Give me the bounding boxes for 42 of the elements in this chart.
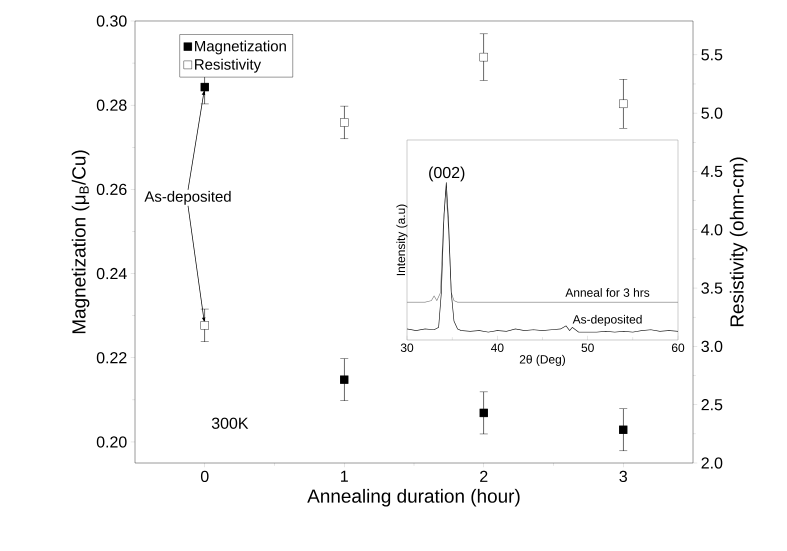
legend-label: Resistivity [195,58,262,73]
y2-tick-label: 2.5 [702,399,722,410]
legend-label: Magnetization [195,40,286,54]
point [619,100,628,108]
x-tick-label: 40 [490,344,504,352]
y2-tick-label: 4.0 [701,224,722,236]
point [340,118,348,127]
x-tick-label: 50 [582,344,594,352]
y2-tick-label: 5.5 [701,49,722,60]
y-tick-label: 0.30 [96,15,127,27]
x-tick-label: 60 [672,344,684,352]
y-axis-title: Intensity (a.u) [396,204,408,276]
x-axis-title: Annealing duration (hour) [307,488,520,507]
y-tick-label: 0.22 [96,352,126,364]
point [200,82,209,92]
point [340,375,348,384]
series-label: Anneal for 3 hrs [565,288,650,297]
x-tick-label: 2 [480,470,488,482]
point [619,426,628,434]
y-tick-label: 0.26 [96,184,127,196]
y2-tick-label: 3.0 [701,340,722,352]
y-tick-label: 0.28 [96,100,127,111]
y-tick-label: 0.20 [96,436,127,448]
y-tick-label: 0.24 [96,268,127,280]
x-axis-title: 2θ (Deg) [520,354,565,366]
y2-axis-title: Resistivity (ohm-cm) [730,158,748,326]
y2-tick-label: 3.5 [701,282,722,294]
x-tick-label: 30 [400,344,414,352]
point [200,321,209,330]
y2-tick-label: 5.0 [701,107,722,119]
y2-tick-label: 4.5 [701,166,722,177]
annotation: 300K [212,418,248,429]
annotation: (002) [429,166,464,182]
point [480,52,488,62]
x-tick-label: 1 [341,470,348,482]
series-label: As-deposited [572,314,642,326]
y2-tick-label: 2.0 [702,457,722,469]
x-tick-label: 3 [619,470,627,482]
x-tick-label: 0 [200,470,209,482]
y-axis-title: Magnetization (μ$_{B}$/Cu) [72,150,90,334]
point [480,408,488,418]
annotation: As-deposited [144,190,231,205]
